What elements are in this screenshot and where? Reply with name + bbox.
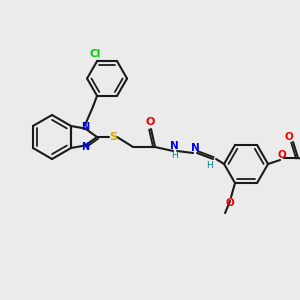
Text: O: O (278, 150, 286, 160)
Text: H: H (171, 151, 177, 160)
Text: O: O (285, 132, 293, 142)
Text: S: S (109, 132, 117, 142)
Text: Cl: Cl (89, 49, 101, 59)
Text: N: N (81, 142, 89, 152)
Text: N: N (191, 143, 200, 153)
Text: N: N (170, 141, 178, 151)
Text: H: H (206, 161, 212, 170)
Text: O: O (226, 198, 234, 208)
Text: N: N (81, 122, 89, 132)
Text: O: O (146, 117, 155, 127)
